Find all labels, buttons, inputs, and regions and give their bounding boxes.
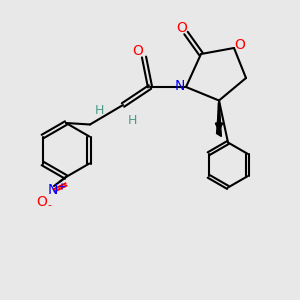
Text: -: - bbox=[47, 200, 52, 211]
Text: H: H bbox=[94, 104, 104, 118]
Text: O: O bbox=[235, 38, 245, 52]
Text: +: + bbox=[58, 182, 65, 193]
Text: O: O bbox=[37, 196, 47, 209]
Text: H: H bbox=[127, 113, 137, 127]
Text: O: O bbox=[133, 44, 143, 58]
Text: O: O bbox=[176, 22, 187, 35]
Text: N: N bbox=[175, 79, 185, 92]
Polygon shape bbox=[217, 100, 221, 136]
Text: N: N bbox=[47, 184, 58, 197]
